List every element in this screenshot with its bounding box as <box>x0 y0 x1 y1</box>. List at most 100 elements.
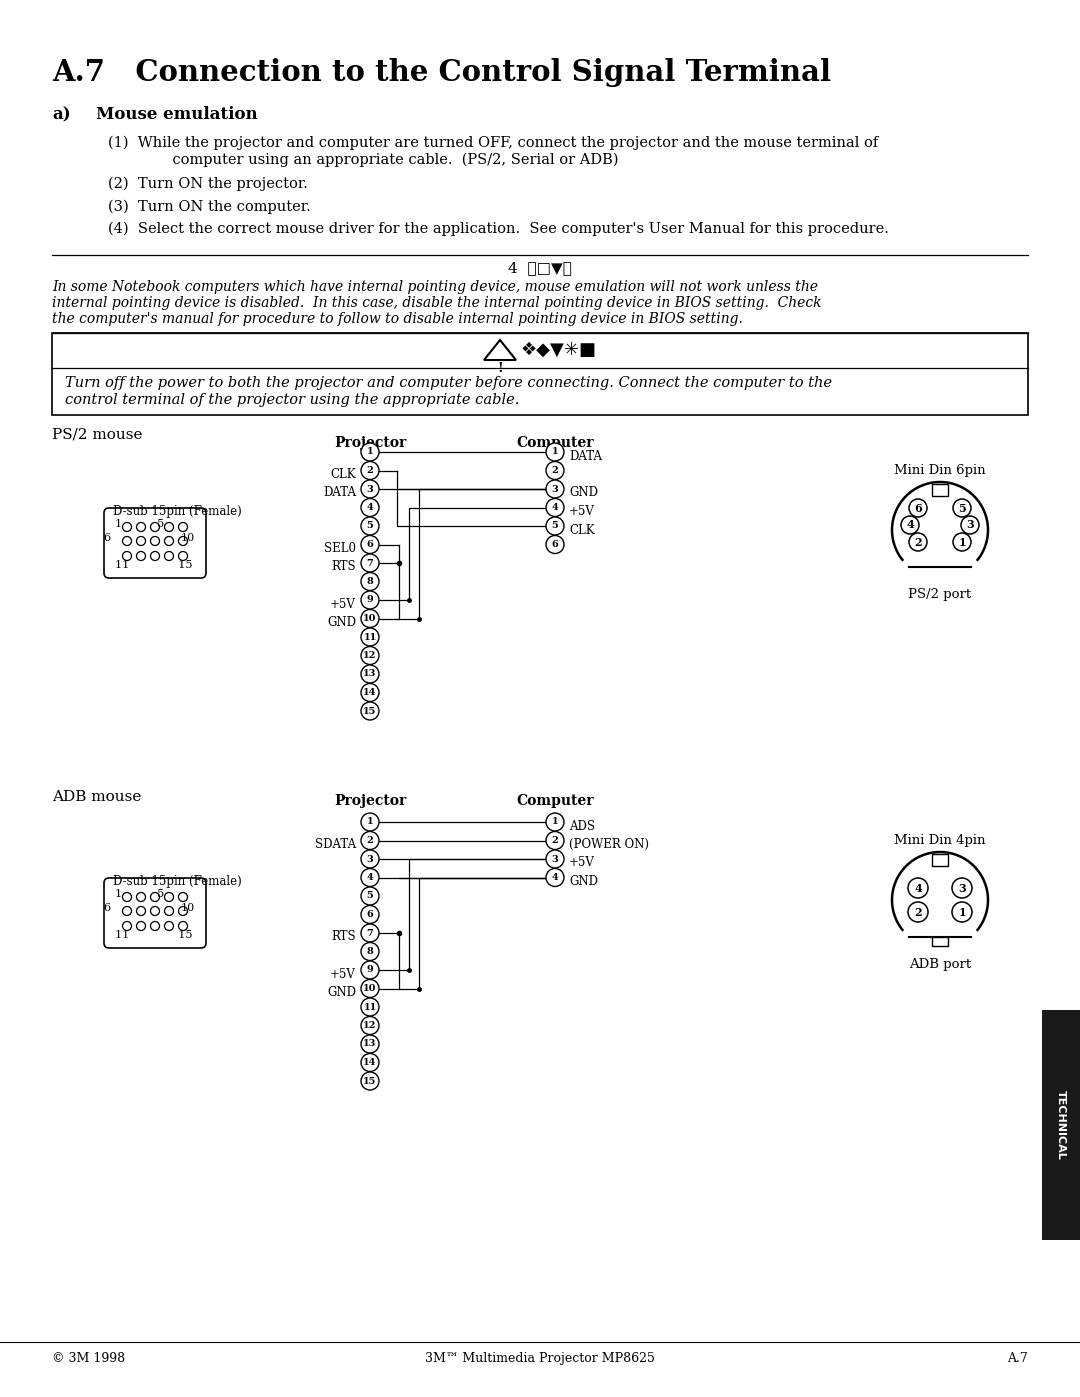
Circle shape <box>909 499 927 517</box>
Circle shape <box>164 536 174 545</box>
FancyBboxPatch shape <box>104 877 206 949</box>
Circle shape <box>361 943 379 961</box>
Circle shape <box>150 922 160 930</box>
Circle shape <box>953 534 971 550</box>
Text: 6: 6 <box>366 909 374 919</box>
Circle shape <box>164 922 174 930</box>
Text: A.7: A.7 <box>1008 1352 1028 1365</box>
Text: 15: 15 <box>363 1077 377 1085</box>
Circle shape <box>164 907 174 915</box>
Text: DATA: DATA <box>569 450 602 462</box>
Circle shape <box>361 1071 379 1090</box>
Text: 6: 6 <box>914 503 922 514</box>
Text: 7: 7 <box>366 929 374 937</box>
Text: D-sub 15pin (Female): D-sub 15pin (Female) <box>113 875 242 888</box>
Text: Mini Din 6pin: Mini Din 6pin <box>894 464 986 476</box>
Text: 2: 2 <box>366 835 374 845</box>
Text: Turn off the power to both the projector and computer before connecting. Connect: Turn off the power to both the projector… <box>65 376 832 390</box>
Text: +5V: +5V <box>569 504 595 518</box>
Polygon shape <box>484 339 516 360</box>
Text: Projector: Projector <box>334 436 406 450</box>
Circle shape <box>122 893 132 901</box>
Text: 4: 4 <box>552 873 558 882</box>
Circle shape <box>546 461 564 479</box>
Circle shape <box>136 552 146 560</box>
Circle shape <box>361 979 379 997</box>
Text: 14: 14 <box>363 687 377 697</box>
Text: Mini Din 4pin: Mini Din 4pin <box>894 834 986 847</box>
Text: In some Notebook computers which have internal pointing device, mouse emulation : In some Notebook computers which have in… <box>52 279 818 293</box>
Circle shape <box>546 499 564 517</box>
Circle shape <box>361 591 379 609</box>
Text: 13: 13 <box>363 1039 377 1049</box>
Text: PS/2 port: PS/2 port <box>908 588 972 601</box>
Circle shape <box>546 443 564 461</box>
Text: +5V: +5V <box>569 856 595 869</box>
Circle shape <box>178 907 188 915</box>
Bar <box>932 483 948 496</box>
Text: SDATA: SDATA <box>315 838 356 851</box>
Circle shape <box>908 877 928 898</box>
Circle shape <box>961 515 978 534</box>
Circle shape <box>546 535 564 553</box>
Circle shape <box>361 961 379 979</box>
Circle shape <box>361 535 379 553</box>
Text: 9: 9 <box>366 595 374 605</box>
Circle shape <box>901 515 919 534</box>
Text: 6: 6 <box>366 541 374 549</box>
Text: (1)  While the projector and computer are turned OFF, connect the projector and : (1) While the projector and computer are… <box>108 136 878 151</box>
Text: (4)  Select the correct mouse driver for the application.  See computer's User M: (4) Select the correct mouse driver for … <box>108 222 889 236</box>
Circle shape <box>361 665 379 683</box>
Text: !: ! <box>497 362 503 376</box>
Bar <box>932 854 948 866</box>
Text: 2: 2 <box>914 536 922 548</box>
Text: 3: 3 <box>552 855 558 863</box>
Circle shape <box>150 536 160 545</box>
Text: Computer: Computer <box>516 436 594 450</box>
Text: 4: 4 <box>552 503 558 511</box>
Text: 5: 5 <box>366 521 374 531</box>
Text: 4: 4 <box>366 873 374 882</box>
Circle shape <box>178 536 188 545</box>
Circle shape <box>361 555 379 571</box>
Text: 11              15: 11 15 <box>114 560 192 570</box>
Text: 6: 6 <box>552 541 558 549</box>
Circle shape <box>951 877 972 898</box>
Text: 6: 6 <box>103 902 110 914</box>
Text: 9: 9 <box>366 965 374 975</box>
Circle shape <box>361 573 379 591</box>
Circle shape <box>361 831 379 849</box>
Circle shape <box>546 813 564 831</box>
Circle shape <box>164 893 174 901</box>
Text: GND: GND <box>327 616 356 629</box>
Circle shape <box>361 1053 379 1071</box>
Circle shape <box>892 852 988 949</box>
Text: the computer's manual for procedure to follow to disable internal pointing devic: the computer's manual for procedure to f… <box>52 312 743 326</box>
Text: 1: 1 <box>958 907 966 918</box>
Circle shape <box>150 522 160 531</box>
Circle shape <box>122 552 132 560</box>
FancyBboxPatch shape <box>104 509 206 578</box>
Text: 1: 1 <box>552 817 558 827</box>
Text: 2: 2 <box>552 467 558 475</box>
Circle shape <box>136 536 146 545</box>
Circle shape <box>361 849 379 868</box>
Circle shape <box>361 629 379 645</box>
Circle shape <box>361 481 379 497</box>
Text: PS/2 mouse: PS/2 mouse <box>52 427 143 441</box>
Text: control terminal of the projector using the appropriate cable.: control terminal of the projector using … <box>65 393 519 407</box>
Text: CLK: CLK <box>330 468 356 481</box>
Circle shape <box>951 902 972 922</box>
Circle shape <box>361 499 379 517</box>
Text: 15: 15 <box>363 707 377 715</box>
Circle shape <box>361 997 379 1016</box>
Text: computer using an appropriate cable.  (PS/2, Serial or ADB): computer using an appropriate cable. (PS… <box>140 154 619 168</box>
Circle shape <box>908 902 928 922</box>
Circle shape <box>361 887 379 905</box>
Circle shape <box>122 907 132 915</box>
Text: 4: 4 <box>366 503 374 511</box>
Text: 14: 14 <box>363 1058 377 1067</box>
Text: (POWER ON): (POWER ON) <box>569 838 649 851</box>
Text: 4  ✭□▼✳: 4 ✭□▼✳ <box>508 261 572 275</box>
Text: 5: 5 <box>366 891 374 901</box>
